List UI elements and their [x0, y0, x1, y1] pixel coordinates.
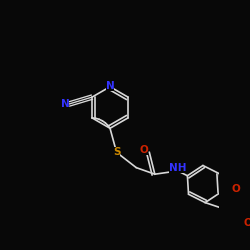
Text: NH: NH: [169, 163, 186, 173]
Text: N: N: [106, 81, 114, 91]
Text: O: O: [140, 145, 148, 155]
Text: O: O: [244, 218, 250, 228]
Text: N: N: [61, 99, 70, 109]
Text: S: S: [113, 147, 120, 157]
Text: O: O: [232, 184, 240, 194]
